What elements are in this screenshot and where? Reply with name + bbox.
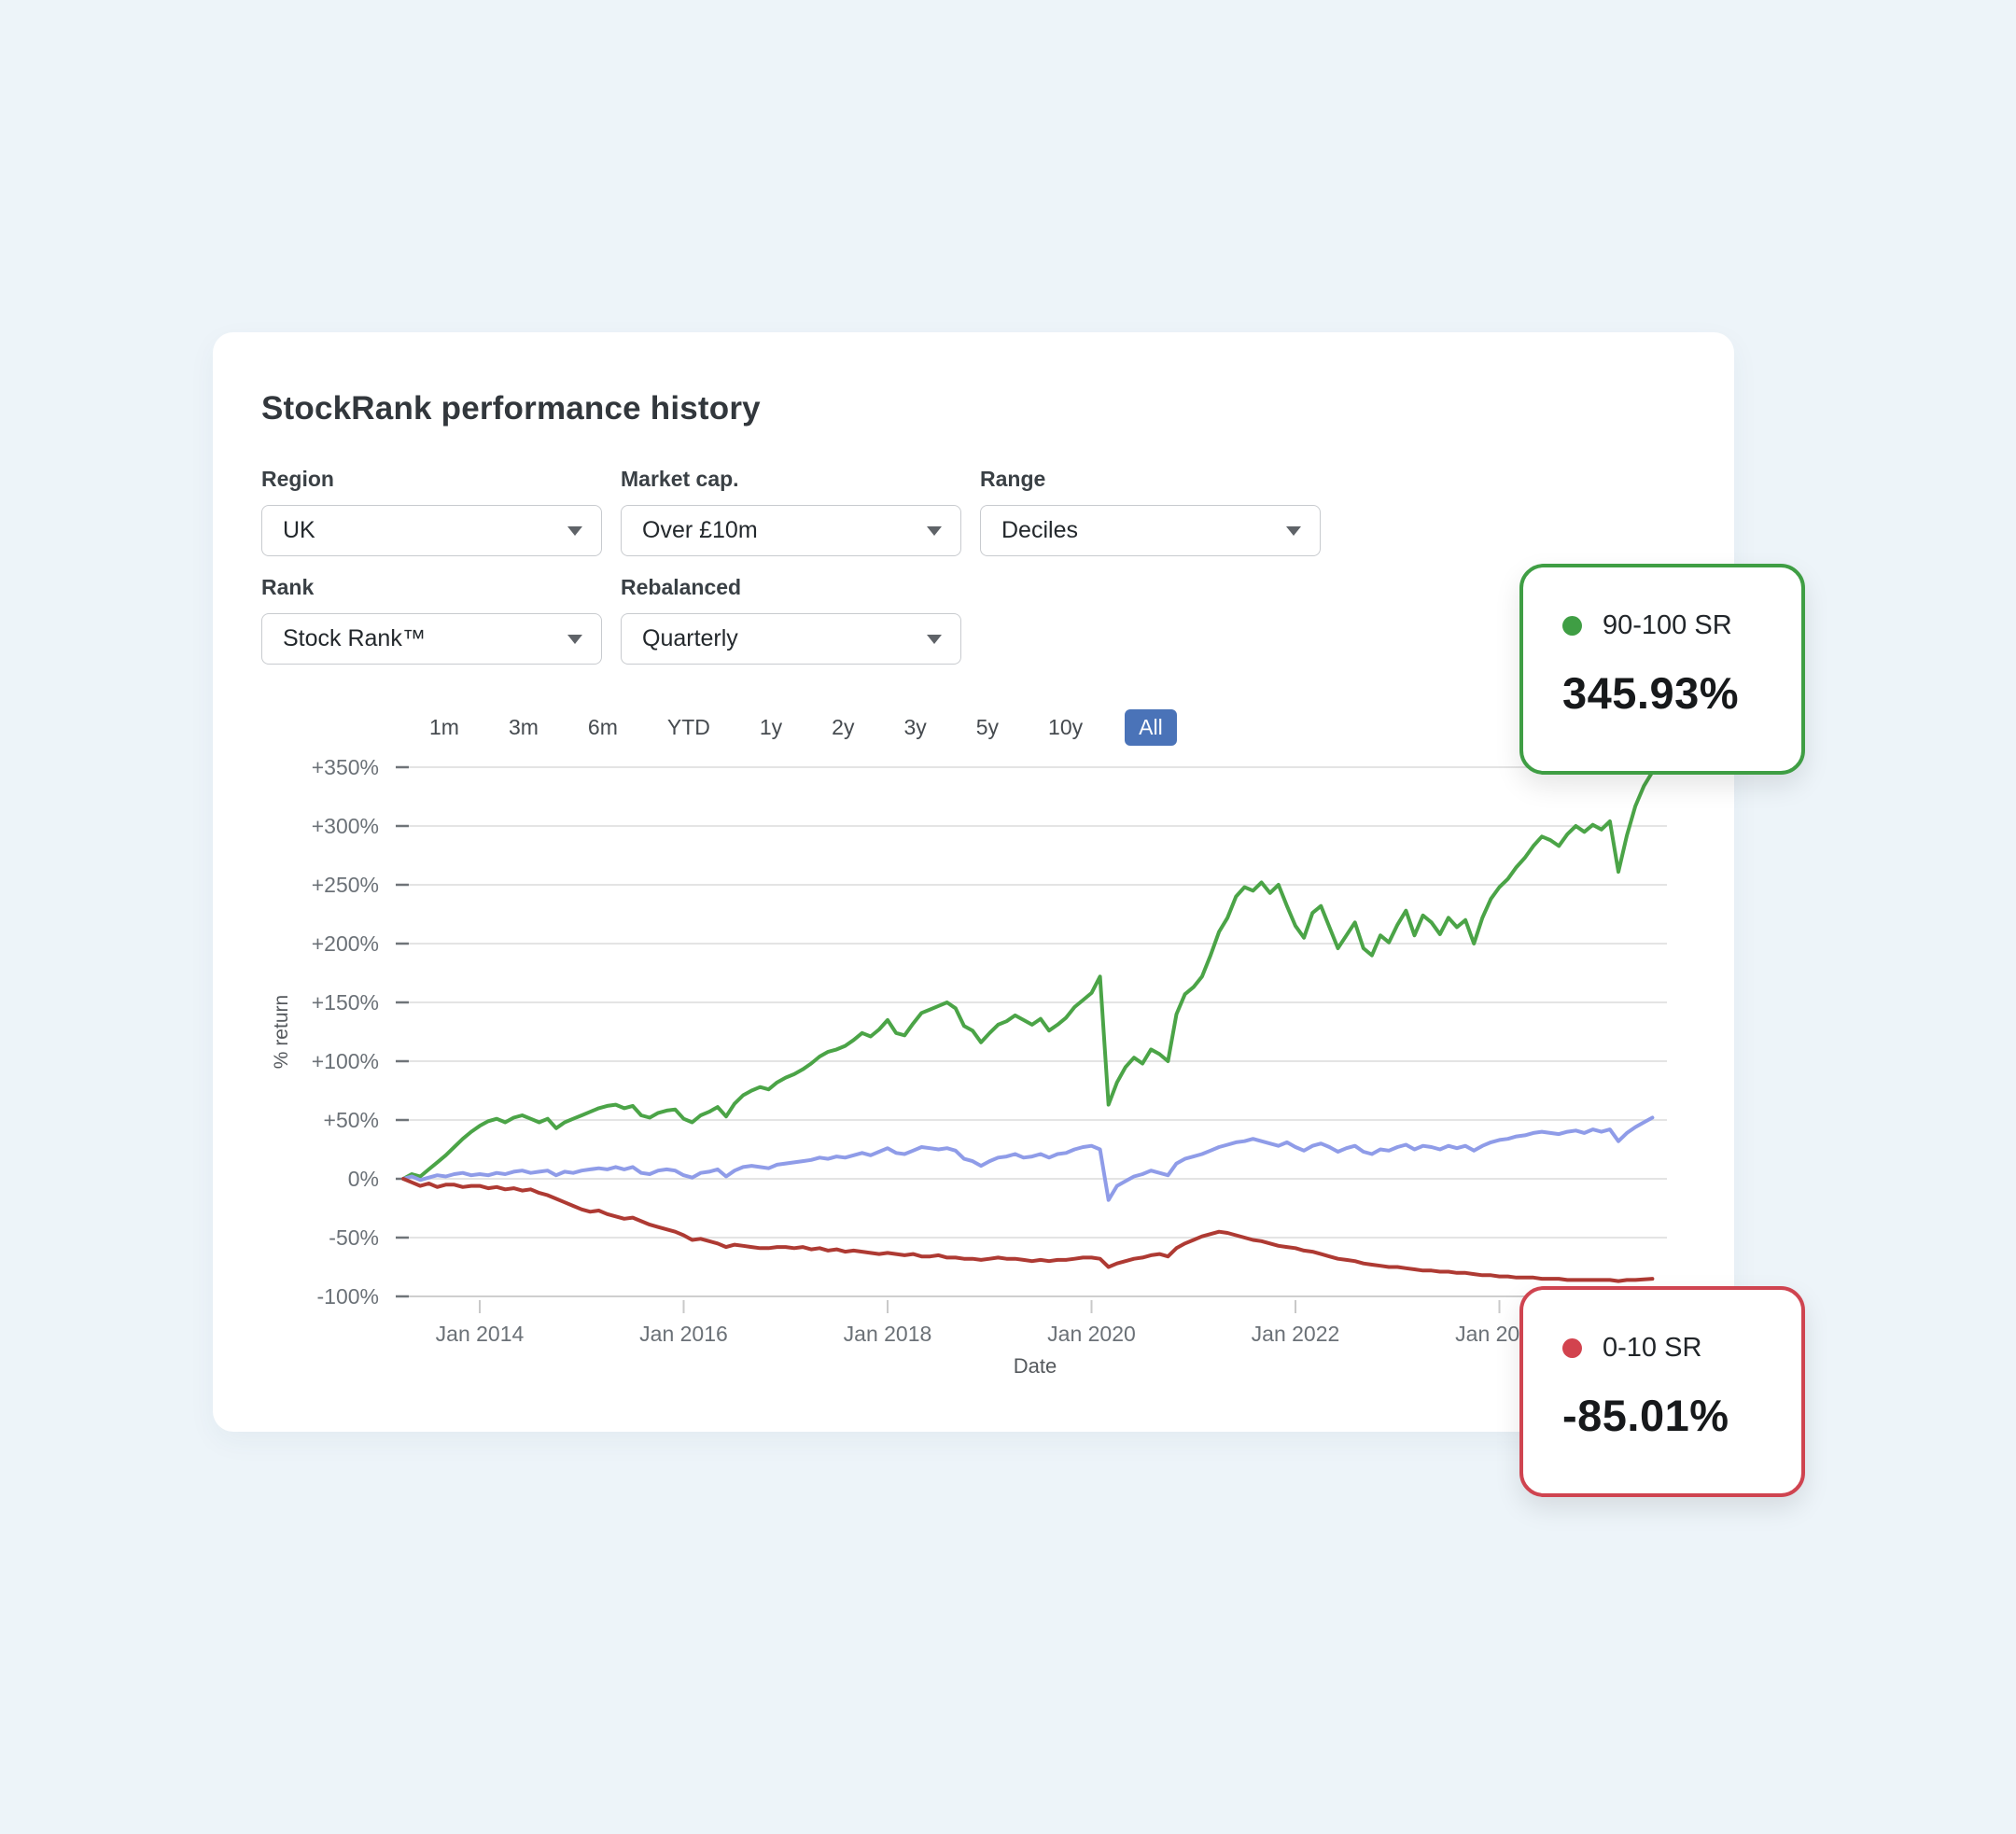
y-axis-label: +50% <box>324 1108 379 1132</box>
chevron-down-icon <box>927 634 942 644</box>
filter-range-label: Range <box>980 467 1046 491</box>
range-button-10y[interactable]: 10y <box>1048 715 1084 739</box>
rebalanced-select[interactable]: Quarterly <box>621 613 961 665</box>
filter-rebalanced-label: Rebalanced <box>621 575 742 599</box>
range-button-6m[interactable]: 6m <box>587 715 618 739</box>
region-select-value: UK <box>283 517 315 543</box>
range-button-5y[interactable]: 5y <box>975 715 1000 739</box>
callout-90-100-label: 90-100 SR <box>1603 610 1732 640</box>
x-axis-label: Jan 2022 <box>1252 1322 1340 1346</box>
y-axis-label: +300% <box>312 814 379 838</box>
y-axis-title: % return <box>271 995 292 1069</box>
callout-90-100-value: 345.93% <box>1562 668 1740 718</box>
rebalanced-select-value: Quarterly <box>642 625 738 651</box>
y-axis-label: -50% <box>329 1225 379 1250</box>
filter-rank: Rank Stock Rank™ <box>261 575 602 665</box>
range-button-3y[interactable]: 3y <box>903 715 927 739</box>
filter-rebalanced: Rebalanced Quarterly <box>621 575 961 665</box>
chart-area[interactable]: +350% +300% +250% +200% +150% +100% +50% 0% -50%… <box>271 747 1699 1400</box>
range-select[interactable]: Deciles <box>980 505 1321 556</box>
chart-line-90-100-sr <box>401 770 1655 1181</box>
x-axis-title: Date <box>1014 1354 1057 1378</box>
red-series-dot-icon <box>1562 1338 1582 1358</box>
x-axis-label: Jan 2014 <box>436 1322 525 1346</box>
x-axis-label: Jan 2018 <box>844 1322 932 1346</box>
x-axis-label: Jan 2020 <box>1047 1322 1136 1346</box>
market-cap-select[interactable]: Over £10m <box>621 505 961 556</box>
chart-line-middle <box>401 1115 1655 1202</box>
callout-0-10-value: -85.01% <box>1562 1391 1729 1440</box>
callout-0-10-label: 0-10 SR <box>1603 1333 1702 1363</box>
range-button-1y[interactable]: 1y <box>759 715 783 739</box>
y-axis-label: +150% <box>312 990 379 1015</box>
range-button-all[interactable]: All <box>1125 709 1177 746</box>
chevron-down-icon <box>567 634 582 644</box>
callout-0-10: 0-10 SR -85.01% <box>1519 1286 1805 1497</box>
range-button-1m[interactable]: 1m <box>429 715 459 739</box>
range-button-2y[interactable]: 2y <box>832 715 855 739</box>
filter-market-cap-label: Market cap. <box>621 467 739 491</box>
y-axis-label: -100% <box>317 1284 379 1309</box>
filter-range: Range Deciles <box>980 467 1321 556</box>
filter-region-label: Region <box>261 467 334 491</box>
chevron-down-icon <box>927 525 942 536</box>
green-series-dot-icon <box>1562 616 1582 636</box>
filter-region: Region UK <box>261 467 602 556</box>
range-select-value: Deciles <box>1001 517 1078 543</box>
callout-90-100: 90-100 SR 345.93% <box>1519 564 1805 775</box>
chevron-down-icon <box>567 525 582 536</box>
y-axis-label: +250% <box>312 873 379 897</box>
performance-chart[interactable]: +350% +300% +250% +200% +150% +100% +50% 0% -50%… <box>271 747 1699 1400</box>
x-axis-label: Jan 2016 <box>639 1322 728 1346</box>
y-axis-label: +350% <box>312 755 379 779</box>
range-button-ytd[interactable]: YTD <box>666 715 710 739</box>
page-title: StockRank performance history <box>261 390 761 427</box>
time-range-selector: 1m 3m 6m YTD 1y 2y 3y 5y 10y All <box>422 709 1177 746</box>
filter-rank-label: Rank <box>261 575 315 599</box>
chart-line-0-10-sr <box>401 1177 1655 1283</box>
market-cap-select-value: Over £10m <box>642 517 758 543</box>
chevron-down-icon <box>1286 525 1301 536</box>
rank-select-value: Stock Rank™ <box>283 625 426 651</box>
y-axis-label: +100% <box>312 1049 379 1073</box>
rank-select[interactable]: Stock Rank™ <box>261 613 602 665</box>
region-select[interactable]: UK <box>261 505 602 556</box>
y-axis-label: +200% <box>312 931 379 956</box>
y-axis-label: 0% <box>348 1167 379 1191</box>
filter-market-cap: Market cap. Over £10m <box>621 467 961 556</box>
range-button-3m[interactable]: 3m <box>508 715 539 739</box>
